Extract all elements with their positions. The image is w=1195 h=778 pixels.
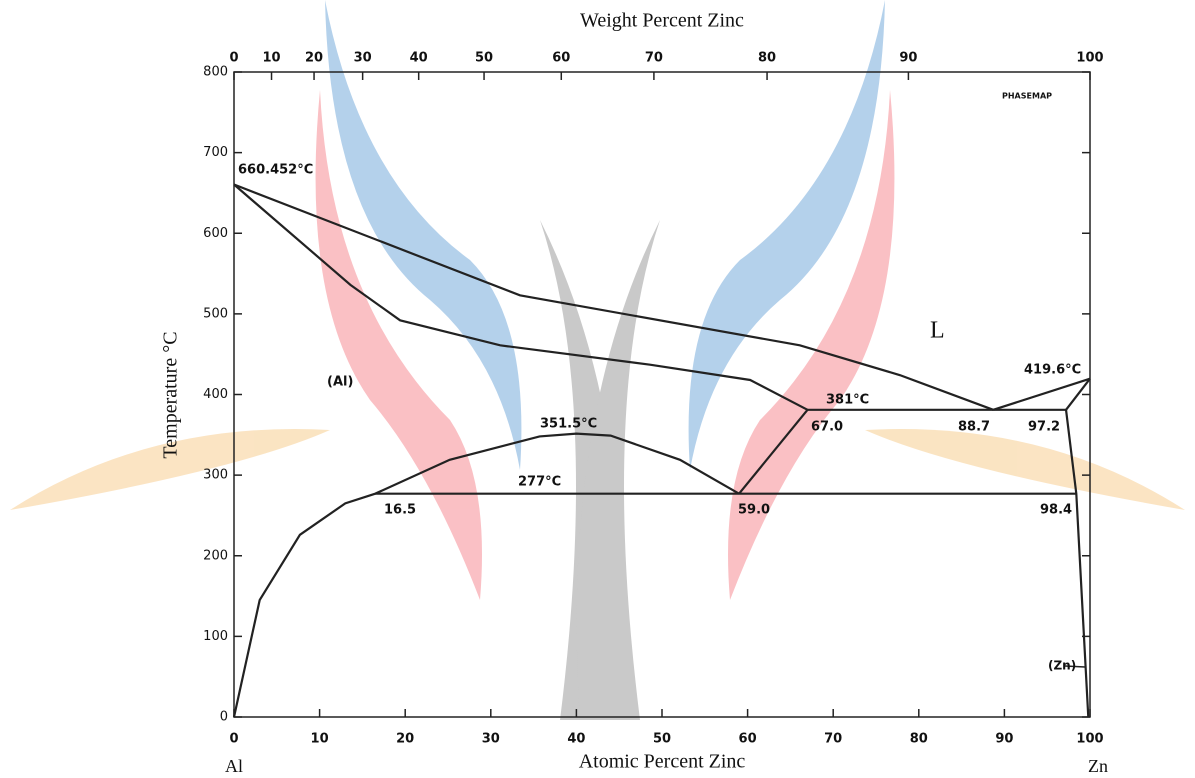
- y-axis-label: Temperature °C: [160, 331, 182, 458]
- chart: Weight Percent Zinc Atomic Percent Zinc …: [0, 0, 1195, 778]
- annotation: 419.6°C: [1024, 363, 1081, 378]
- x2-tick-label: 80: [758, 51, 776, 66]
- x2-tick-label: 60: [552, 51, 570, 66]
- y-tick-label: 600: [203, 226, 228, 241]
- x2-tick-label: 70: [645, 51, 663, 66]
- x-tick-label: 60: [739, 732, 757, 747]
- phase-boundary: [234, 434, 739, 717]
- x2-tick-label: 40: [410, 51, 428, 66]
- watermark-shape: [577, 220, 660, 720]
- x-tick-label: 20: [396, 732, 414, 747]
- annotation: 16.5: [384, 503, 416, 518]
- x2-tick-label: 10: [262, 51, 280, 66]
- annotation: PHASEMAP: [1002, 92, 1052, 101]
- annotation: Zn: [1088, 756, 1108, 776]
- x-tick-label: 90: [995, 732, 1013, 747]
- y-tick-label: 200: [203, 548, 228, 563]
- x-tick-label: 50: [653, 732, 671, 747]
- annotation: (Zn): [1048, 659, 1076, 673]
- phase-boundary: [993, 379, 1090, 410]
- x-axis-label: Atomic Percent Zinc: [579, 751, 746, 773]
- annotation: 97.2: [1028, 420, 1060, 435]
- annotation: (Al): [327, 375, 353, 390]
- x-tick-label: 70: [824, 732, 842, 747]
- annotation: 660.452°C: [238, 163, 313, 178]
- x-tick-label: 0: [229, 732, 238, 747]
- x2-tick-label: 90: [899, 51, 917, 66]
- y-tick-label: 700: [203, 145, 228, 160]
- annotation: 67.0: [811, 420, 843, 435]
- annotation: 88.7: [958, 420, 990, 435]
- watermark-shape: [865, 429, 1185, 510]
- x2-tick-label: 0: [229, 51, 238, 66]
- x-tick-label: 100: [1076, 732, 1103, 747]
- annotation: 98.4: [1040, 503, 1072, 518]
- annotation: 381°C: [826, 393, 869, 408]
- annotation: 277°C: [518, 475, 561, 490]
- y-tick-label: 300: [203, 468, 228, 483]
- watermark-shape: [728, 90, 894, 600]
- y-tick-label: 400: [203, 387, 228, 402]
- x-tick-label: 30: [482, 732, 500, 747]
- x2-tick-label: 20: [305, 51, 323, 66]
- x2-tick-label: 50: [475, 51, 493, 66]
- annotation: L: [930, 318, 945, 344]
- x2-tick-label: 30: [354, 51, 372, 66]
- x-tick-label: 40: [567, 732, 585, 747]
- watermark: [10, 0, 1185, 720]
- watermark-shape: [316, 90, 482, 600]
- chart-title: Weight Percent Zinc: [580, 10, 744, 32]
- page: Weight Percent Zinc Atomic Percent Zinc …: [0, 0, 1195, 778]
- y-tick-label: 500: [203, 306, 228, 321]
- annotation: Al: [225, 756, 243, 776]
- annotation: 59.0: [738, 503, 770, 518]
- x-tick-label: 10: [311, 732, 329, 747]
- x-tick-label: 80: [910, 732, 928, 747]
- y-tick-label: 800: [203, 65, 228, 80]
- x2-tick-label: 100: [1076, 51, 1103, 66]
- y-tick-label: 100: [203, 629, 228, 644]
- y-tick-label: 0: [220, 710, 228, 725]
- annotation: 351.5°C: [540, 417, 597, 432]
